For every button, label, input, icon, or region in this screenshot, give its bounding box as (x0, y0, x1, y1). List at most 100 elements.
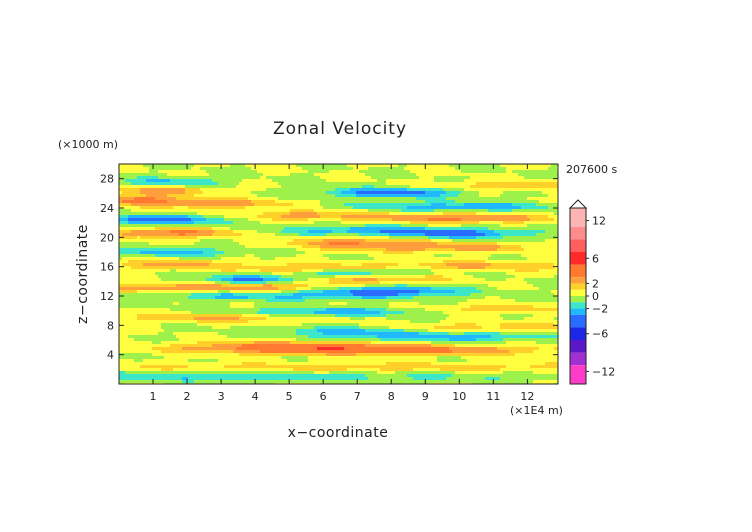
heatmap-cell (551, 257, 554, 260)
heatmap-cell (245, 233, 248, 236)
heatmap-cell (290, 239, 293, 242)
heatmap-cell (290, 164, 293, 167)
heatmap-cell (446, 227, 449, 230)
heatmap-cell (209, 281, 212, 284)
heatmap-cell (275, 266, 278, 269)
heatmap-cell (194, 197, 197, 200)
heatmap-cell (263, 242, 266, 245)
heatmap-cell (413, 188, 416, 191)
heatmap-cell (134, 239, 137, 242)
heatmap-cell (503, 221, 506, 224)
heatmap-cell (140, 269, 143, 272)
heatmap-cell (347, 221, 350, 224)
heatmap-cell (200, 179, 203, 182)
heatmap-cell (260, 206, 263, 209)
heatmap-cell (401, 248, 404, 251)
heatmap-cell (389, 218, 392, 221)
heatmap-cell (194, 287, 197, 290)
heatmap-cell (395, 215, 398, 218)
heatmap-cell (212, 290, 215, 293)
heatmap-cell (395, 191, 398, 194)
heatmap-cell (434, 257, 437, 260)
heatmap-cell (317, 293, 320, 296)
heatmap-cell (125, 281, 128, 284)
heatmap-cell (254, 203, 257, 206)
heatmap-cell (119, 185, 122, 188)
heatmap-cell (290, 245, 293, 248)
heatmap-cell (290, 266, 293, 269)
heatmap-cell (356, 239, 359, 242)
heatmap-cell (194, 263, 197, 266)
heatmap-cell (428, 308, 431, 311)
heatmap-cell (434, 308, 437, 311)
heatmap-cell (191, 266, 194, 269)
heatmap-cell (212, 266, 215, 269)
heatmap-cell (551, 200, 554, 203)
heatmap-cell (302, 284, 305, 287)
heatmap-cell (386, 191, 389, 194)
heatmap-cell (227, 275, 230, 278)
heatmap-cell (161, 179, 164, 182)
heatmap-cell (179, 209, 182, 212)
heatmap-cell (524, 275, 527, 278)
heatmap-cell (470, 218, 473, 221)
heatmap-cell (413, 230, 416, 233)
heatmap-cell (380, 260, 383, 263)
heatmap-cell (143, 167, 146, 170)
heatmap-cell (356, 248, 359, 251)
heatmap-cell (266, 275, 269, 278)
heatmap-cell (446, 290, 449, 293)
heatmap-cell (491, 308, 494, 311)
heatmap-cell (461, 248, 464, 251)
heatmap-cell (425, 167, 428, 170)
heatmap-cell (386, 233, 389, 236)
heatmap-cell (236, 281, 239, 284)
heatmap-cell (278, 203, 281, 206)
heatmap-cell (305, 233, 308, 236)
heatmap-cell (167, 206, 170, 209)
heatmap-cell (386, 224, 389, 227)
heatmap-cell (131, 275, 134, 278)
heatmap-cell (485, 194, 488, 197)
heatmap-cell (461, 182, 464, 185)
heatmap-cell (392, 179, 395, 182)
heatmap-cell (218, 197, 221, 200)
heatmap-cell (419, 278, 422, 281)
heatmap-cell (473, 242, 476, 245)
heatmap-cell (404, 245, 407, 248)
heatmap-cell (137, 197, 140, 200)
heatmap-cell (542, 248, 545, 251)
heatmap-cell (146, 287, 149, 290)
heatmap-cell (137, 269, 140, 272)
heatmap-cell (473, 206, 476, 209)
heatmap-cell (506, 203, 509, 206)
heatmap-cell (185, 179, 188, 182)
heatmap-cell (551, 218, 554, 221)
heatmap-cell (440, 245, 443, 248)
heatmap-cell (407, 296, 410, 299)
heatmap-cell (239, 290, 242, 293)
heatmap-cell (518, 287, 521, 290)
heatmap-cell (536, 257, 539, 260)
heatmap-cell (320, 245, 323, 248)
heatmap-cell (497, 191, 500, 194)
heatmap-cell (221, 236, 224, 239)
heatmap-cell (254, 215, 257, 218)
heatmap-cell (155, 218, 158, 221)
heatmap-cell (230, 260, 233, 263)
heatmap-cell (338, 173, 341, 176)
heatmap-cell (128, 251, 131, 254)
heatmap-cell (152, 269, 155, 272)
heatmap-cell (353, 188, 356, 191)
heatmap-cell (269, 221, 272, 224)
heatmap-cell (275, 221, 278, 224)
heatmap-cell (512, 272, 515, 275)
heatmap-cell (224, 263, 227, 266)
heatmap-cell (494, 215, 497, 218)
heatmap-cell (452, 251, 455, 254)
heatmap-cell (380, 221, 383, 224)
heatmap-cell (245, 194, 248, 197)
heatmap-cell (515, 218, 518, 221)
heatmap-cell (374, 254, 377, 257)
heatmap-cell (407, 248, 410, 251)
